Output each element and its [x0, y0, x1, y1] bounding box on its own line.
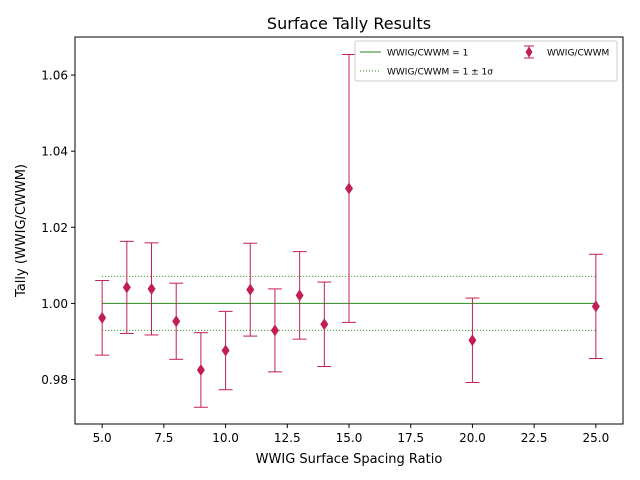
x-tick-label: 12.5 — [274, 431, 301, 445]
legend-sigma-label: WWIG/CWWM = 1 ± 1σ — [387, 68, 493, 78]
data-point — [591, 300, 600, 313]
legend: WWIG/CWWM = 1 WWIG/CWWM = 1 ± 1σ WWIG/CW… — [354, 40, 618, 82]
legend-series-label: WWIG/CWWM — [547, 49, 609, 59]
y-tick-label: 1.06 — [41, 69, 68, 83]
legend-unity-label: WWIG/CWWM = 1 — [387, 49, 468, 59]
x-tick-label: 17.5 — [397, 431, 424, 445]
data-point — [345, 182, 353, 195]
y-tick-label: 1.02 — [41, 221, 68, 235]
data-point — [147, 282, 156, 295]
data-point — [320, 318, 329, 331]
chart-title: Surface Tally Results — [267, 14, 431, 33]
x-axis-label: WWIG Surface Spacing Ratio — [256, 452, 443, 467]
data-point — [196, 363, 205, 376]
legend-box — [354, 40, 618, 82]
data-point — [270, 324, 279, 337]
x-tick-label: 25.0 — [582, 431, 609, 445]
y-tick-label: 1.04 — [41, 145, 68, 159]
data-point — [295, 289, 304, 302]
data-point — [246, 283, 255, 296]
x-tick-label: 5.0 — [93, 431, 112, 445]
data-point — [98, 311, 107, 324]
y-tick-label: 1.00 — [41, 297, 68, 311]
data-point — [172, 315, 181, 328]
data-markers — [98, 182, 600, 376]
y-tick-label: 0.98 — [41, 373, 68, 387]
data-point — [122, 281, 131, 294]
y-axis-label: Tally (WWIG/CWWM) — [14, 164, 29, 298]
x-tick-label: 22.5 — [521, 431, 548, 445]
x-tick-label: 7.5 — [154, 431, 173, 445]
legend-series-swatch — [524, 45, 534, 59]
y-axis: 0.98 1.00 1.02 1.04 1.06 — [41, 69, 75, 387]
x-axis: 5.0 7.5 10.0 12.5 15.0 17.5 20.0 22.5 25.0 — [93, 424, 609, 445]
data-point — [221, 344, 230, 357]
data-point — [468, 334, 477, 347]
x-tick-label: 10.0 — [212, 431, 239, 445]
x-tick-label: 20.0 — [459, 431, 486, 445]
x-tick-label: 15.0 — [336, 431, 363, 445]
